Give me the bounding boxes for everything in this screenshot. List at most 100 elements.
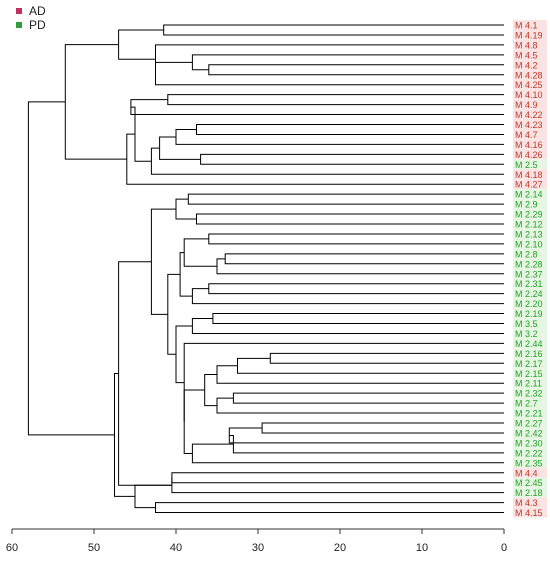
leaf-label: M 4.23 — [515, 120, 543, 130]
leaf-label: M 4.15 — [515, 508, 543, 518]
merge-A4 — [155, 61, 504, 86]
leaf-label-item: M 2.18 — [513, 487, 547, 498]
leaf-label-item: M 2.8 — [513, 248, 547, 259]
leaf-label: M 3.2 — [515, 329, 538, 339]
legend-label-ad: AD — [29, 4, 46, 18]
merge-E12 — [191, 443, 504, 464]
leaf-label: M 4.28 — [515, 70, 543, 80]
merge-B1 — [167, 94, 504, 106]
leaf-label: M 2.10 — [515, 239, 543, 249]
leaf-label: M 4.10 — [515, 90, 543, 100]
leaf-label: M 4.26 — [515, 150, 543, 160]
leaf-label: M 2.24 — [515, 289, 543, 299]
leaf-label-item: M 2.13 — [513, 228, 547, 239]
x-tick-label: 60 — [6, 542, 18, 554]
leaf-label: M 4.18 — [515, 170, 543, 180]
leaf-label: M 4.1 — [515, 21, 538, 31]
leaf-label-item: M 4.3 — [513, 497, 547, 508]
leaf-label-bg — [513, 467, 547, 478]
leaf-label-item: M 2.12 — [513, 219, 547, 230]
leaf-label-item: M 2.30 — [513, 437, 547, 448]
merge-link — [191, 54, 504, 71]
merge-link — [155, 44, 504, 74]
merge-link — [228, 427, 504, 444]
leaf-labels: M 4.1M 4.19M 4.8M 4.5M 4.2M 4.28M 4.25M … — [513, 20, 547, 518]
leaf-label: M 4.9 — [515, 100, 538, 110]
merge-C2 — [196, 213, 504, 225]
leaf-label-bg — [513, 487, 547, 498]
merge-E9 — [261, 422, 504, 434]
merge-B5 — [200, 153, 504, 165]
x-tick-label: 0 — [501, 542, 507, 554]
leaf-label: M 2.32 — [515, 389, 543, 399]
merge-C1 — [187, 193, 504, 205]
leaf-label-bg — [513, 388, 547, 399]
merge-link — [167, 273, 181, 355]
merge-G2 — [171, 477, 504, 494]
leaf-label-item: M 2.10 — [513, 238, 547, 249]
leaf-label-item: M 2.20 — [513, 298, 547, 309]
merge-link — [167, 94, 504, 106]
leaf-label-item: M 4.19 — [513, 29, 547, 40]
merge-B4 — [175, 128, 504, 145]
merge-I2 — [134, 484, 172, 509]
leaf-label-bg — [513, 139, 547, 150]
merge-F2 — [150, 208, 176, 315]
leaf-label-bg — [513, 418, 547, 428]
leaf-label-bg — [513, 169, 547, 180]
merge-link — [191, 443, 504, 464]
merge-A1 — [163, 24, 504, 36]
merge-link — [171, 472, 504, 484]
leaf-label-bg — [513, 219, 547, 229]
leaf-label-bg — [513, 348, 547, 359]
leaf-label: M 2.17 — [515, 359, 543, 369]
leaf-label: M 3.5 — [515, 319, 538, 329]
merge-B6 — [159, 136, 201, 160]
leaf-label: M 4.22 — [515, 110, 543, 120]
leaf-label-item: M 2.21 — [513, 408, 547, 419]
merge-D5 — [208, 283, 504, 295]
merge-D1 — [208, 233, 504, 245]
leaf-label: M 2.29 — [515, 210, 543, 220]
merge-link — [27, 101, 115, 436]
leaf-label-item: M 4.22 — [513, 109, 547, 120]
leaf-label: M 2.13 — [515, 229, 543, 239]
leaf-label: M 4.7 — [515, 130, 538, 140]
leaf-label-item: M 2.35 — [513, 457, 547, 468]
leaf-label-item: M 2.19 — [513, 308, 547, 319]
legend-swatch-ad — [16, 8, 22, 14]
leaf-label-item: M 4.27 — [513, 179, 547, 190]
leaf-label-item: M 4.9 — [513, 99, 547, 110]
leaf-label-bg — [513, 89, 547, 100]
merge-link — [155, 502, 504, 514]
leaf-label-bg — [513, 189, 547, 200]
merge-link — [183, 389, 205, 454]
merge-D2 — [224, 253, 504, 265]
leaf-label-item: M 2.11 — [513, 378, 547, 389]
merge-link — [179, 252, 193, 297]
leaf-label: M 2.5 — [515, 160, 538, 170]
dendrogram-tree — [27, 24, 504, 514]
merge-A5 — [155, 44, 504, 74]
leaf-label-item: M 4.8 — [513, 39, 547, 50]
leaf-label-item: M 4.7 — [513, 129, 547, 140]
merge-B7 — [150, 147, 504, 175]
leaf-label-bg — [513, 99, 547, 110]
merge-link — [237, 357, 504, 374]
leaf-label-item: M 4.26 — [513, 149, 547, 160]
leaf-label: M 2.19 — [515, 309, 543, 319]
merge-link — [134, 484, 172, 509]
merge-link — [183, 238, 217, 267]
leaf-label-item: M 4.5 — [513, 49, 547, 60]
leaf-label: M 4.4 — [515, 468, 538, 478]
merge-A2 — [208, 64, 504, 76]
leaf-label-item: M 4.16 — [513, 139, 547, 150]
leaf-label-item: M 4.4 — [513, 467, 547, 478]
merge-E14 — [183, 342, 504, 422]
merge-link — [196, 213, 504, 225]
leaf-label-item: M 2.27 — [513, 418, 547, 429]
legend-swatch-pd — [16, 22, 22, 28]
merge-link — [229, 434, 504, 454]
merge-H1 — [118, 261, 172, 486]
